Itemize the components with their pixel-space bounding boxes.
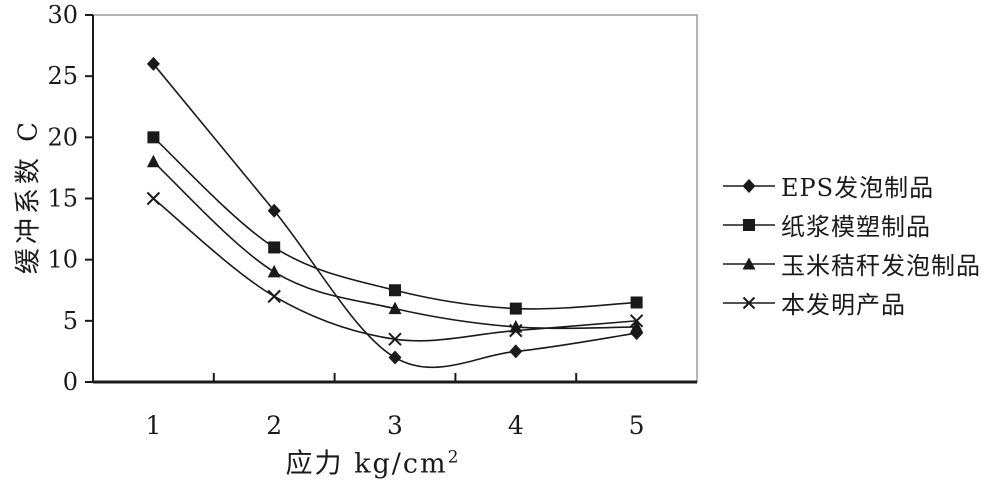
data-point-triangle [267,264,281,278]
x-axis-title-text: 应力 kg/cm [285,448,448,480]
x-tick-label: 4 [508,411,524,440]
x-tick-label: 3 [387,411,403,440]
data-point-x [388,332,402,346]
x-axis-title: 应力 kg/cm2 [286,442,459,481]
data-point-diamond [267,203,281,218]
data-point-x [267,289,281,304]
x-tick-label: 2 [266,411,282,440]
data-point-diamond [388,350,402,365]
legend-item-eps: EPS发泡制品 [722,166,981,205]
y-tick-label: 25 [47,62,78,90]
legend: EPS发泡制品 纸浆模塑制品 玉米秸秆发泡制品 本发明产品 [722,166,981,322]
data-point-square [630,296,643,309]
y-axis-title: 缓冲系数 C [13,117,44,275]
x-tick-label: 1 [145,411,161,440]
legend-label: 本发明产品 [781,291,906,319]
data-point-square [268,241,281,254]
data-point-x [146,191,161,206]
legend-marker-triangle-icon [723,257,775,269]
legend-marker-square-icon [723,218,775,231]
data-point-diamond [146,56,160,71]
data-point-square [389,284,401,297]
data-point-square [147,131,160,144]
data-point-triangle [146,154,160,168]
legend-label: 纸浆模塑制品 [781,213,931,241]
data-point-x [509,323,523,338]
y-tick-label: 10 [47,246,78,274]
y-tick-label: 30 [47,1,78,29]
legend-marker-diamond-icon [723,178,775,193]
y-tick-label: 0 [63,368,78,396]
legend-label: 玉米秸秆发泡制品 [781,252,981,280]
series-line [152,136,637,310]
data-point-square [509,302,522,315]
legend-item-paper-pulp: 纸浆模塑制品 [722,205,981,244]
data-point-triangle [388,301,402,315]
legend-item-invention: 本发明产品 [722,283,981,322]
x-tick-label: 5 [629,411,645,440]
y-tick-label: 15 [47,185,78,213]
legend-item-corn-straw: 玉米秸秆发泡制品 [722,244,981,283]
y-tick-label: 5 [63,307,78,335]
y-tick-label: 20 [47,123,78,151]
series-line [152,197,637,342]
data-point-triangle [509,319,523,333]
series-line [152,63,637,369]
data-point-x [629,314,644,328]
legend-label: EPS发泡制品 [781,174,935,202]
data-point-diamond [509,344,523,359]
data-point-triangle [630,319,644,333]
x-axis-title-superscript: 2 [447,447,459,468]
legend-marker-x-icon [723,296,775,309]
